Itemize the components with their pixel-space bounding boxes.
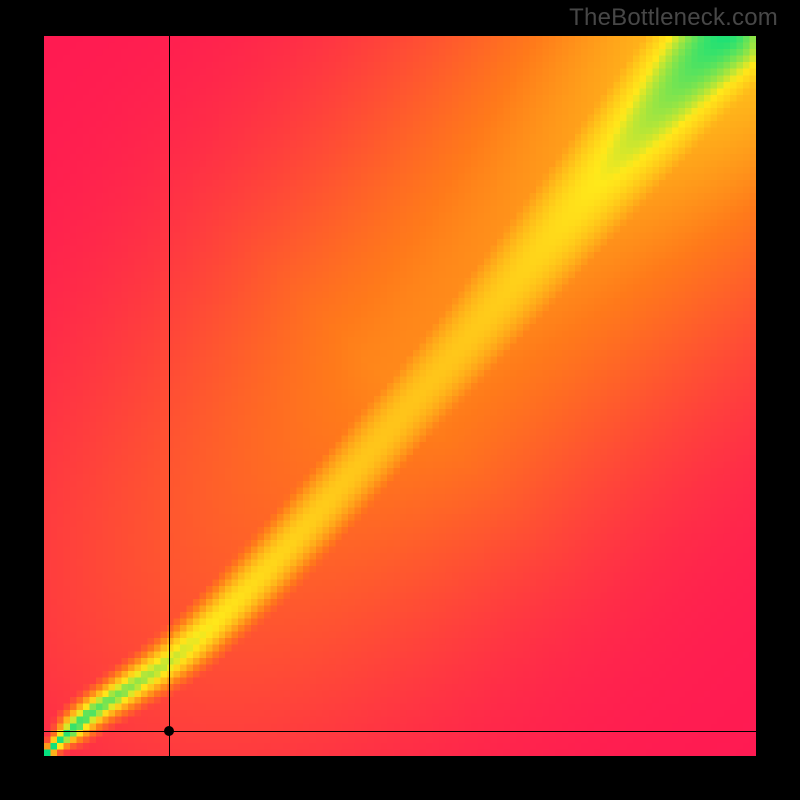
crosshair-horizontal bbox=[44, 731, 756, 732]
heatmap-canvas bbox=[44, 36, 756, 756]
chart-container: TheBottleneck.com bbox=[0, 0, 800, 800]
crosshair-vertical bbox=[169, 36, 170, 756]
crosshair-marker bbox=[164, 726, 174, 736]
watermark-text: TheBottleneck.com bbox=[569, 4, 778, 32]
